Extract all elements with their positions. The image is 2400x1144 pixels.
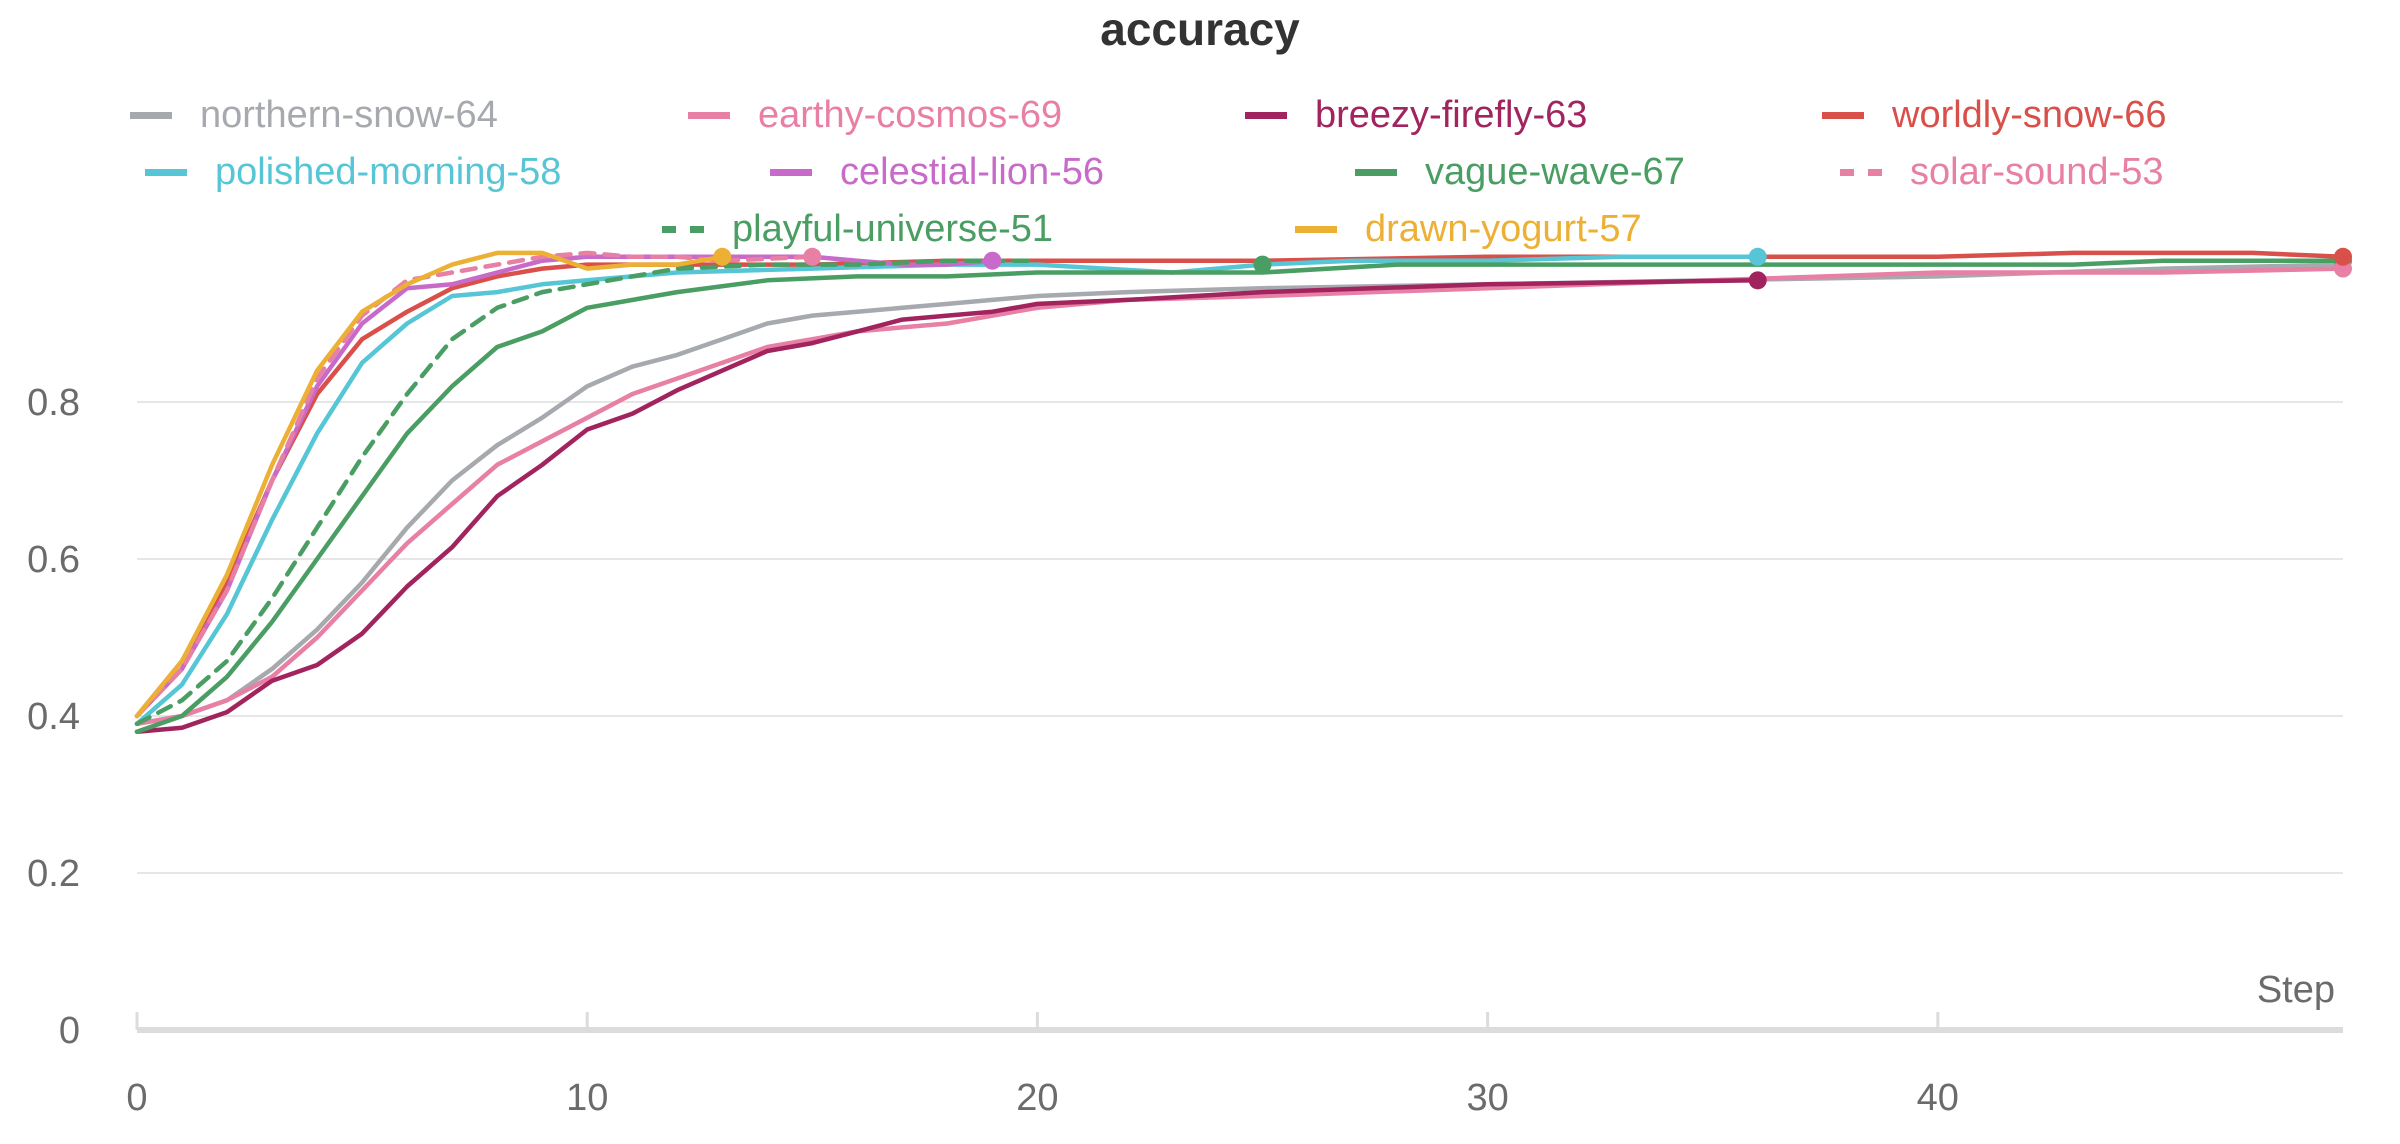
series-marker-polished-morning-58-5 <box>1748 247 1767 266</box>
series-line-northern-snow-64 <box>134 262 2346 727</box>
x-tick-label-2: 20 <box>1016 1077 1058 1119</box>
series-marker-drawn-yogurt-57-0 <box>713 247 732 266</box>
legend-item-northern-snow-64[interactable]: northern-snow-64 <box>130 94 498 137</box>
series-line-earthy-cosmos-69 <box>134 266 2346 727</box>
series-marker-celestial-lion-56-2 <box>983 251 1002 270</box>
legend-item-vague-wave-67[interactable]: vague-wave-67 <box>1355 151 1685 194</box>
legend-label: vague-wave-67 <box>1425 151 1685 193</box>
legend: northern-snow-64 earthy-cosmos-69 breezy-f… <box>0 0 2400 280</box>
y-tick-label-2: 0.4 <box>27 696 80 738</box>
x-tick-label-3: 30 <box>1466 1077 1508 1119</box>
series-line-worldly-snow-66 <box>134 250 2346 719</box>
y-tick-label-0: 0 <box>59 1010 80 1052</box>
chart-title: accuracy <box>1100 3 1300 55</box>
legend-swatch <box>1245 112 1287 119</box>
y-tick-label-3: 0.6 <box>27 539 80 581</box>
legend-label: polished-morning-58 <box>215 151 562 193</box>
legend-swatch <box>130 112 172 119</box>
x-tick-label-1: 10 <box>566 1077 608 1119</box>
legend-label: playful-universe-51 <box>732 208 1054 250</box>
legend-item-celestial-lion-56[interactable]: celestial-lion-56 <box>770 151 1104 194</box>
series-line-solar-sound-53 <box>134 250 815 719</box>
legend-swatch <box>770 169 812 176</box>
legend-swatch <box>1840 169 1882 176</box>
series-marker-worldly-snow-66-8 <box>2334 247 2352 266</box>
x-tick-label-0: 0 <box>126 1077 147 1119</box>
legend-swatch <box>1822 112 1864 119</box>
legend-item-breezy-firefly-63[interactable]: breezy-firefly-63 <box>1245 94 1587 137</box>
series-line-drawn-yogurt-57 <box>134 250 725 719</box>
legend-item-solar-sound-53[interactable]: solar-sound-53 <box>1840 151 2163 194</box>
legend-item-polished-morning-58[interactable]: polished-morning-58 <box>145 151 561 194</box>
legend-item-drawn-yogurt-57[interactable]: drawn-yogurt-57 <box>1295 208 1642 251</box>
legend-label: drawn-yogurt-57 <box>1365 208 1642 250</box>
legend-label: northern-snow-64 <box>200 94 498 136</box>
y-tick-label-1: 0.2 <box>27 853 80 895</box>
legend-swatch <box>1295 226 1337 233</box>
legend-label: earthy-cosmos-69 <box>758 94 1063 136</box>
series-line-polished-morning-58 <box>134 254 1760 727</box>
legend-swatch <box>662 226 704 233</box>
legend-swatch <box>688 112 730 119</box>
y-tick-label-4: 0.8 <box>27 382 80 424</box>
series-marker-solar-sound-53-1 <box>803 247 822 266</box>
x-axis-title: Step <box>2257 969 2335 1011</box>
legend-item-worldly-snow-66[interactable]: worldly-snow-66 <box>1822 94 2167 137</box>
series-line-breezy-firefly-63 <box>134 278 1760 734</box>
legend-item-earthy-cosmos-69[interactable]: earthy-cosmos-69 <box>688 94 1062 137</box>
legend-label: solar-sound-53 <box>1910 151 2164 193</box>
legend-swatch <box>145 169 187 176</box>
legend-label: breezy-firefly-63 <box>1315 94 1588 136</box>
series-line-playful-universe-51 <box>134 258 1040 727</box>
series-line-vague-wave-67 <box>134 258 2346 734</box>
legend-label: celestial-lion-56 <box>840 151 1105 193</box>
series-marker-vague-wave-67-3 <box>1253 255 1272 274</box>
legend-swatch <box>1355 169 1397 176</box>
series-marker-breezy-firefly-63-4 <box>1748 271 1767 290</box>
x-tick-label-4: 40 <box>1917 1077 1959 1119</box>
legend-label: worldly-snow-66 <box>1892 94 2167 136</box>
legend-item-playful-universe-51[interactable]: playful-universe-51 <box>662 208 1053 251</box>
